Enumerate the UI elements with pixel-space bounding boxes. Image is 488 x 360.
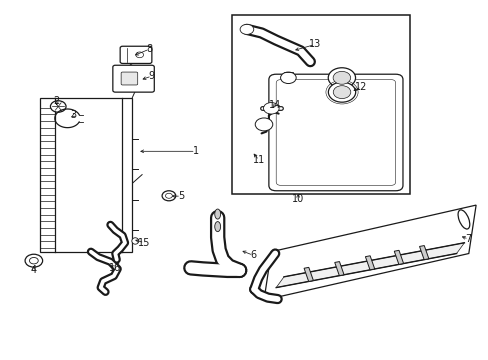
Circle shape (165, 193, 172, 198)
Text: 14: 14 (268, 100, 280, 111)
Bar (365, 256, 374, 270)
Text: 3: 3 (71, 111, 77, 121)
Bar (419, 246, 428, 260)
Circle shape (255, 118, 272, 131)
Polygon shape (276, 243, 464, 288)
Circle shape (162, 191, 175, 201)
Text: 16: 16 (109, 263, 121, 273)
Text: 12: 12 (355, 82, 367, 92)
Text: 4: 4 (31, 265, 37, 275)
Text: 15: 15 (138, 238, 150, 248)
FancyBboxPatch shape (113, 65, 154, 92)
Circle shape (25, 254, 42, 267)
Text: 9: 9 (148, 71, 155, 81)
Text: 11: 11 (252, 155, 264, 165)
Circle shape (50, 101, 66, 112)
Circle shape (136, 52, 143, 58)
Text: 10: 10 (291, 194, 304, 204)
Bar (334, 262, 344, 276)
Circle shape (280, 72, 296, 84)
Circle shape (328, 82, 355, 102)
Ellipse shape (457, 210, 469, 229)
Bar (393, 250, 403, 264)
Text: 13: 13 (308, 40, 321, 49)
Circle shape (332, 71, 350, 84)
Circle shape (240, 24, 253, 35)
FancyBboxPatch shape (120, 46, 152, 63)
Text: 1: 1 (192, 146, 199, 156)
Text: 6: 6 (250, 250, 256, 260)
Text: 7: 7 (465, 234, 471, 244)
Text: 2: 2 (54, 96, 60, 106)
Ellipse shape (132, 238, 139, 244)
Bar (304, 267, 313, 282)
Circle shape (29, 257, 38, 264)
Bar (232, 15, 409, 194)
Text: 8: 8 (146, 44, 152, 54)
FancyBboxPatch shape (276, 80, 395, 185)
Circle shape (332, 86, 350, 99)
Circle shape (327, 68, 355, 88)
Polygon shape (264, 205, 475, 300)
FancyBboxPatch shape (268, 74, 402, 191)
Circle shape (263, 103, 279, 114)
FancyBboxPatch shape (121, 72, 138, 85)
Ellipse shape (214, 222, 220, 231)
Ellipse shape (214, 209, 220, 219)
Bar (40, 98, 132, 252)
Text: 5: 5 (178, 191, 184, 201)
